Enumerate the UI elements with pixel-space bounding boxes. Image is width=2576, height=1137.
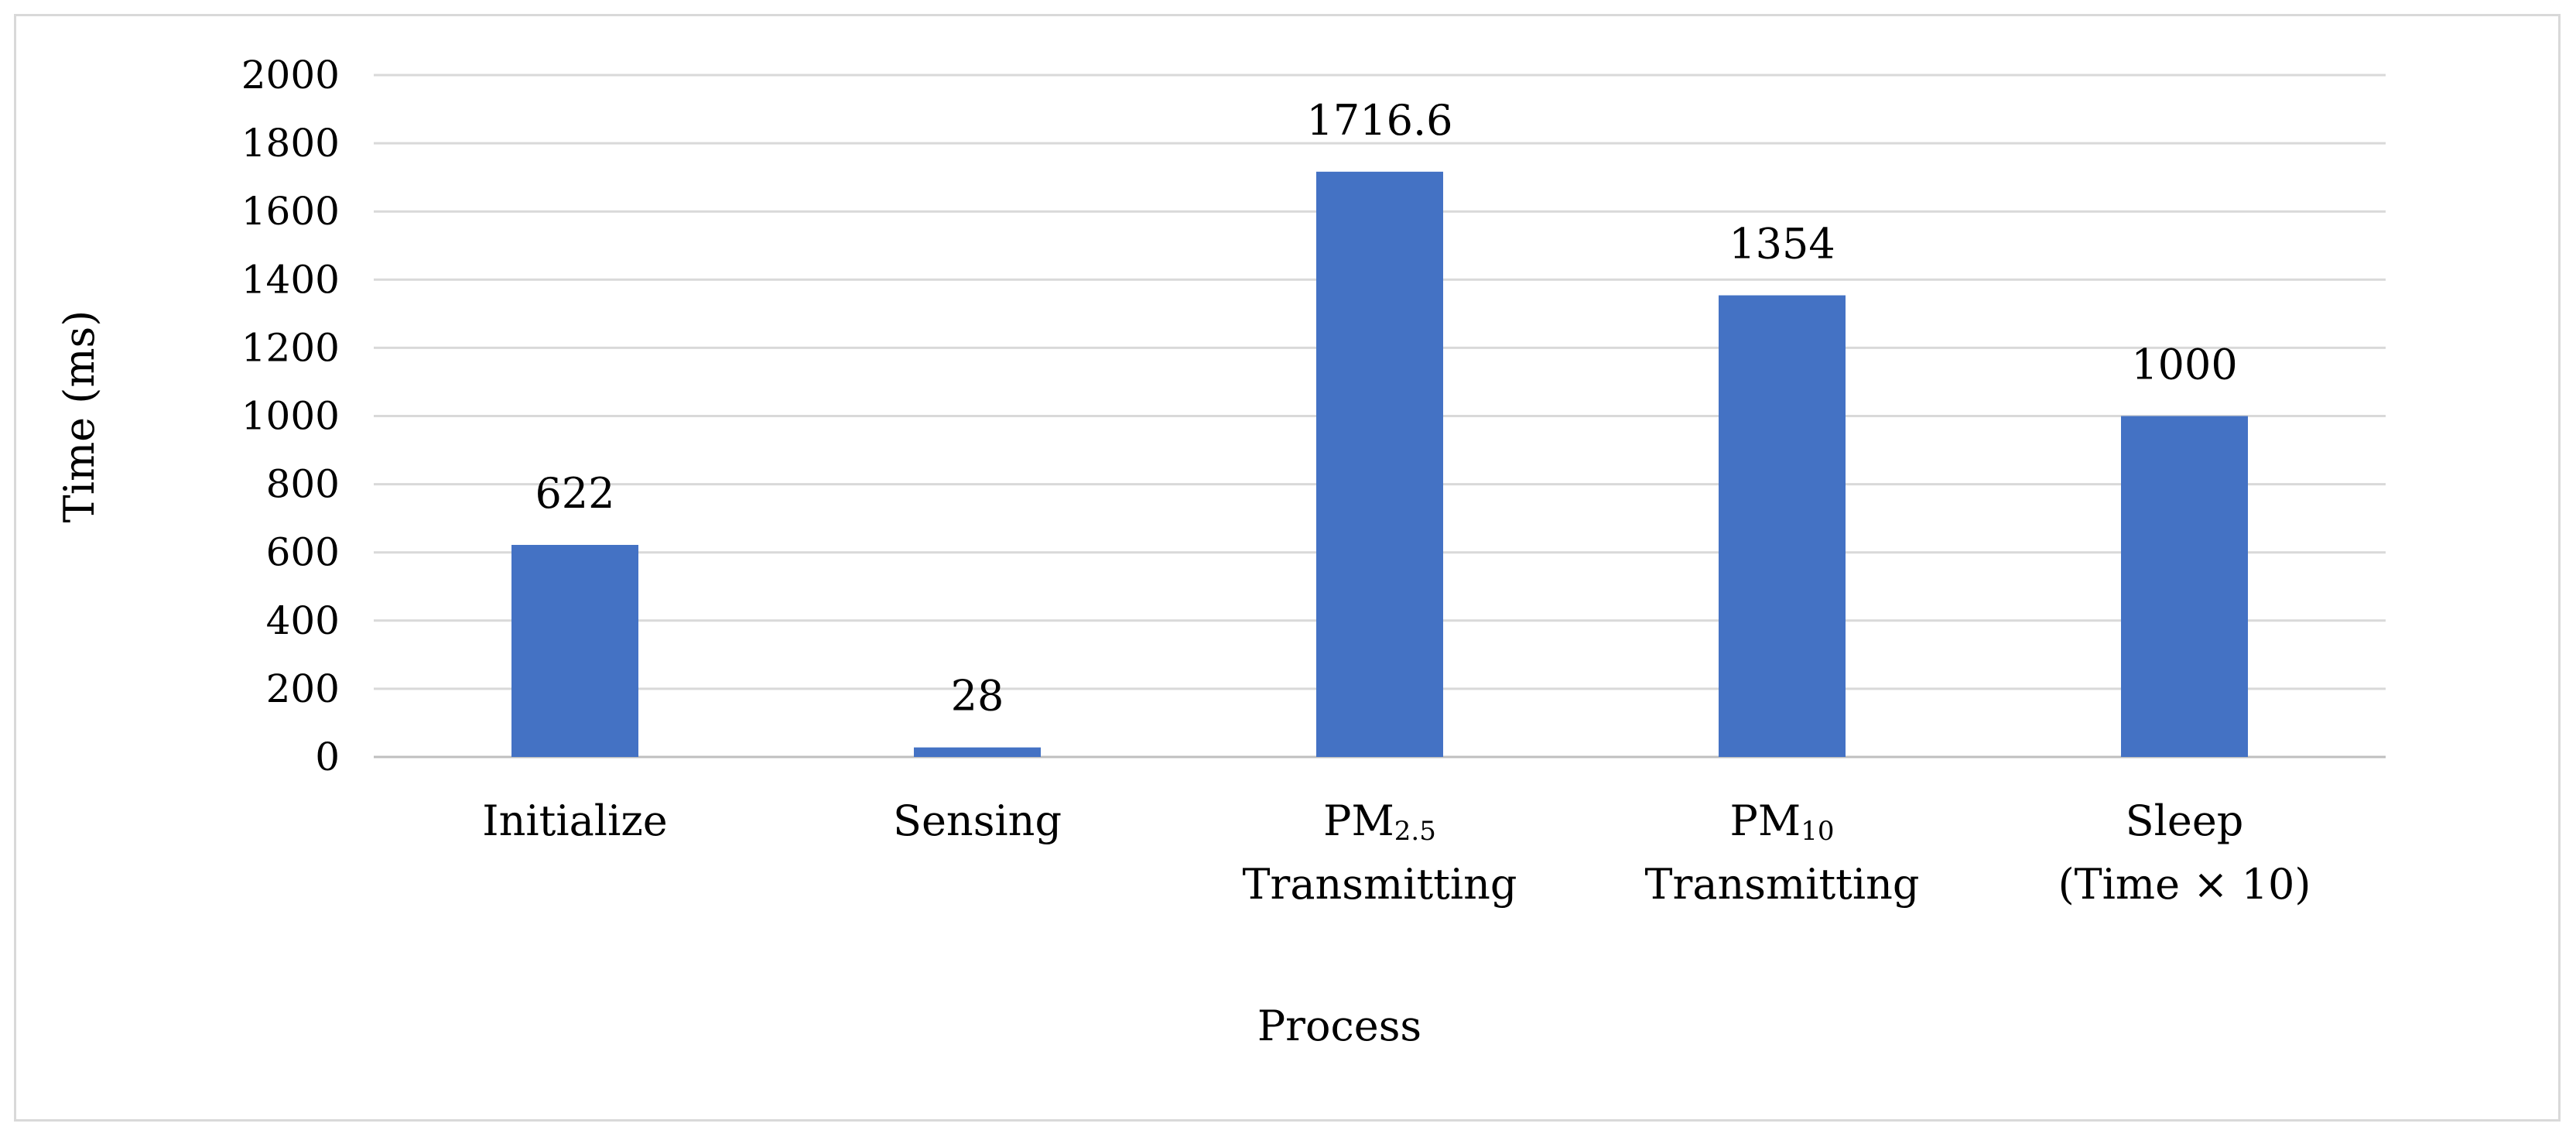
data-label: 1716.6 (1307, 96, 1453, 145)
bar (511, 545, 638, 757)
x-category-label: Initialize (482, 796, 668, 845)
x-category-label-subscript: 2.5 (1394, 816, 1436, 847)
x-category-label-main: PM (1730, 796, 1801, 845)
y-tick-label: 1200 (241, 325, 340, 370)
x-category-label-line2: Transmitting (1644, 860, 1919, 909)
data-label: 28 (951, 672, 1004, 721)
x-category-label-subscript: 10 (1801, 816, 1834, 847)
y-tick-label: 800 (266, 462, 340, 507)
y-tick-label: 600 (266, 530, 340, 575)
y-tick-label: 1400 (241, 257, 340, 302)
data-labels: 622 28 1716.6 1354 1000 (535, 96, 2237, 721)
x-axis-title: Process (1257, 1002, 1421, 1050)
y-tick-label: 2000 (241, 53, 340, 98)
y-tick-label: 0 (315, 735, 340, 779)
x-category-label: PM10 (1730, 796, 1835, 847)
y-tick-label: 1000 (241, 394, 340, 439)
x-axis-categories: Initialize Sensing PM2.5TransmittingPM10Tr… (482, 796, 2311, 909)
y-tick-label: 200 (266, 666, 340, 711)
x-category-label-line2: (Time × 10) (2058, 860, 2311, 909)
bar (2121, 416, 2248, 757)
bars (511, 171, 2248, 757)
y-tick-label: 1600 (241, 189, 340, 234)
y-axis-ticks: 0 200 400 600 800 1000 1200 1400 1600 1800 2000 (241, 53, 340, 779)
x-category-label: PM2.5 (1323, 796, 1436, 847)
y-tick-label: 1800 (241, 121, 340, 166)
x-category-label-line2: Transmitting (1242, 860, 1517, 909)
x-category-label-main: Sensing (893, 796, 1062, 845)
x-category-label-main: Sleep (2126, 796, 2244, 845)
bar (1316, 171, 1443, 757)
y-axis-title: Time (ms) (55, 310, 104, 523)
x-category-label: Sensing (893, 796, 1062, 845)
bar (1719, 295, 1846, 757)
x-category-label: Sleep (2126, 796, 2244, 845)
data-label: 1000 (2131, 341, 2237, 389)
x-category-label-main: PM (1323, 796, 1394, 845)
chart-frame: 0 200 400 600 800 1000 1200 1400 1600 1800 2000 62… (14, 14, 2561, 1122)
x-category-label-main: Initialize (482, 796, 668, 845)
bar-chart: 0 200 400 600 800 1000 1200 1400 1600 1800 2000 62… (55, 53, 2386, 1050)
bar (914, 747, 1041, 757)
data-label: 1354 (1729, 220, 1835, 269)
y-tick-label: 400 (266, 598, 340, 643)
data-label: 622 (535, 469, 614, 518)
